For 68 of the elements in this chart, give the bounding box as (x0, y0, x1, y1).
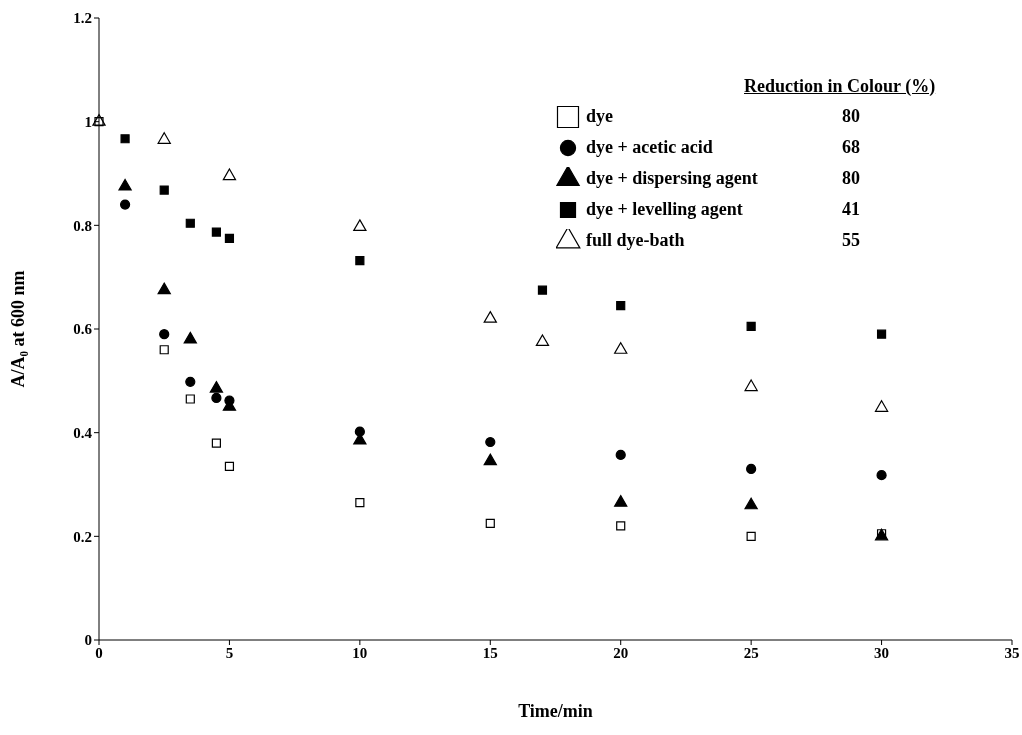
point (614, 495, 628, 507)
legend-title: Reduction in Colour (%) (744, 76, 936, 97)
x-axis-title: Time/min (518, 701, 593, 721)
point (183, 331, 197, 344)
x-tick-label: 35 (1004, 644, 1020, 661)
point (224, 233, 235, 243)
x-tick-label: 15 (482, 644, 498, 661)
point (157, 282, 171, 295)
point (355, 498, 365, 508)
point (159, 345, 169, 355)
annotation: 80 (842, 106, 860, 127)
point (616, 301, 626, 311)
point (355, 255, 365, 266)
y-tick-label: 0.4 (73, 424, 93, 441)
point (616, 521, 626, 531)
point (118, 178, 132, 191)
y-tick-label: 1 (84, 113, 92, 130)
point (874, 400, 889, 412)
point (353, 219, 367, 231)
point (483, 453, 497, 466)
annotation: 41 (842, 199, 860, 220)
x-tick-label: 30 (874, 644, 890, 661)
point (185, 394, 195, 404)
point (744, 497, 758, 510)
point (744, 379, 758, 392)
point (615, 449, 626, 461)
annotation: 68 (842, 137, 860, 158)
x-tick-label: 25 (743, 644, 759, 661)
point (159, 185, 169, 195)
point (185, 218, 195, 228)
point (746, 463, 757, 475)
point (537, 285, 548, 295)
x-tick-label: 10 (352, 644, 368, 661)
y-tick-label: 0.2 (73, 528, 92, 545)
point (157, 132, 171, 144)
y-axis-title: A/A₀ at 600 nm (8, 270, 29, 388)
legend-label: dye + dispersing agent (586, 168, 759, 189)
point (211, 392, 222, 404)
point (159, 329, 170, 340)
point (485, 518, 495, 528)
point (876, 470, 887, 481)
annotation: 55 (842, 230, 860, 251)
y-tick-label: 0.6 (73, 321, 93, 338)
legend-label: full dye-bath (586, 230, 686, 251)
point (876, 329, 887, 339)
point (209, 380, 224, 393)
point (119, 199, 131, 210)
y-tick-label: 0.8 (73, 217, 92, 234)
point (485, 436, 496, 448)
legend-label: dye + levelling agent (586, 199, 744, 220)
point (746, 531, 756, 541)
point (222, 168, 237, 181)
point (120, 134, 130, 144)
point (746, 321, 756, 332)
legend-label: dye + acetic acid (586, 137, 714, 158)
point (614, 342, 628, 354)
legend-label: dye (586, 106, 614, 127)
y-tick-label: 1.2 (73, 10, 92, 27)
y-tick-label: 0 (84, 632, 92, 649)
point (224, 461, 235, 471)
point (483, 311, 497, 323)
x-tick-label: 20 (613, 644, 629, 661)
point (211, 227, 221, 237)
x-tick-label: 5 (225, 644, 234, 661)
point (535, 334, 550, 347)
point (211, 438, 221, 448)
annotation: 80 (842, 168, 860, 189)
point (185, 376, 196, 387)
